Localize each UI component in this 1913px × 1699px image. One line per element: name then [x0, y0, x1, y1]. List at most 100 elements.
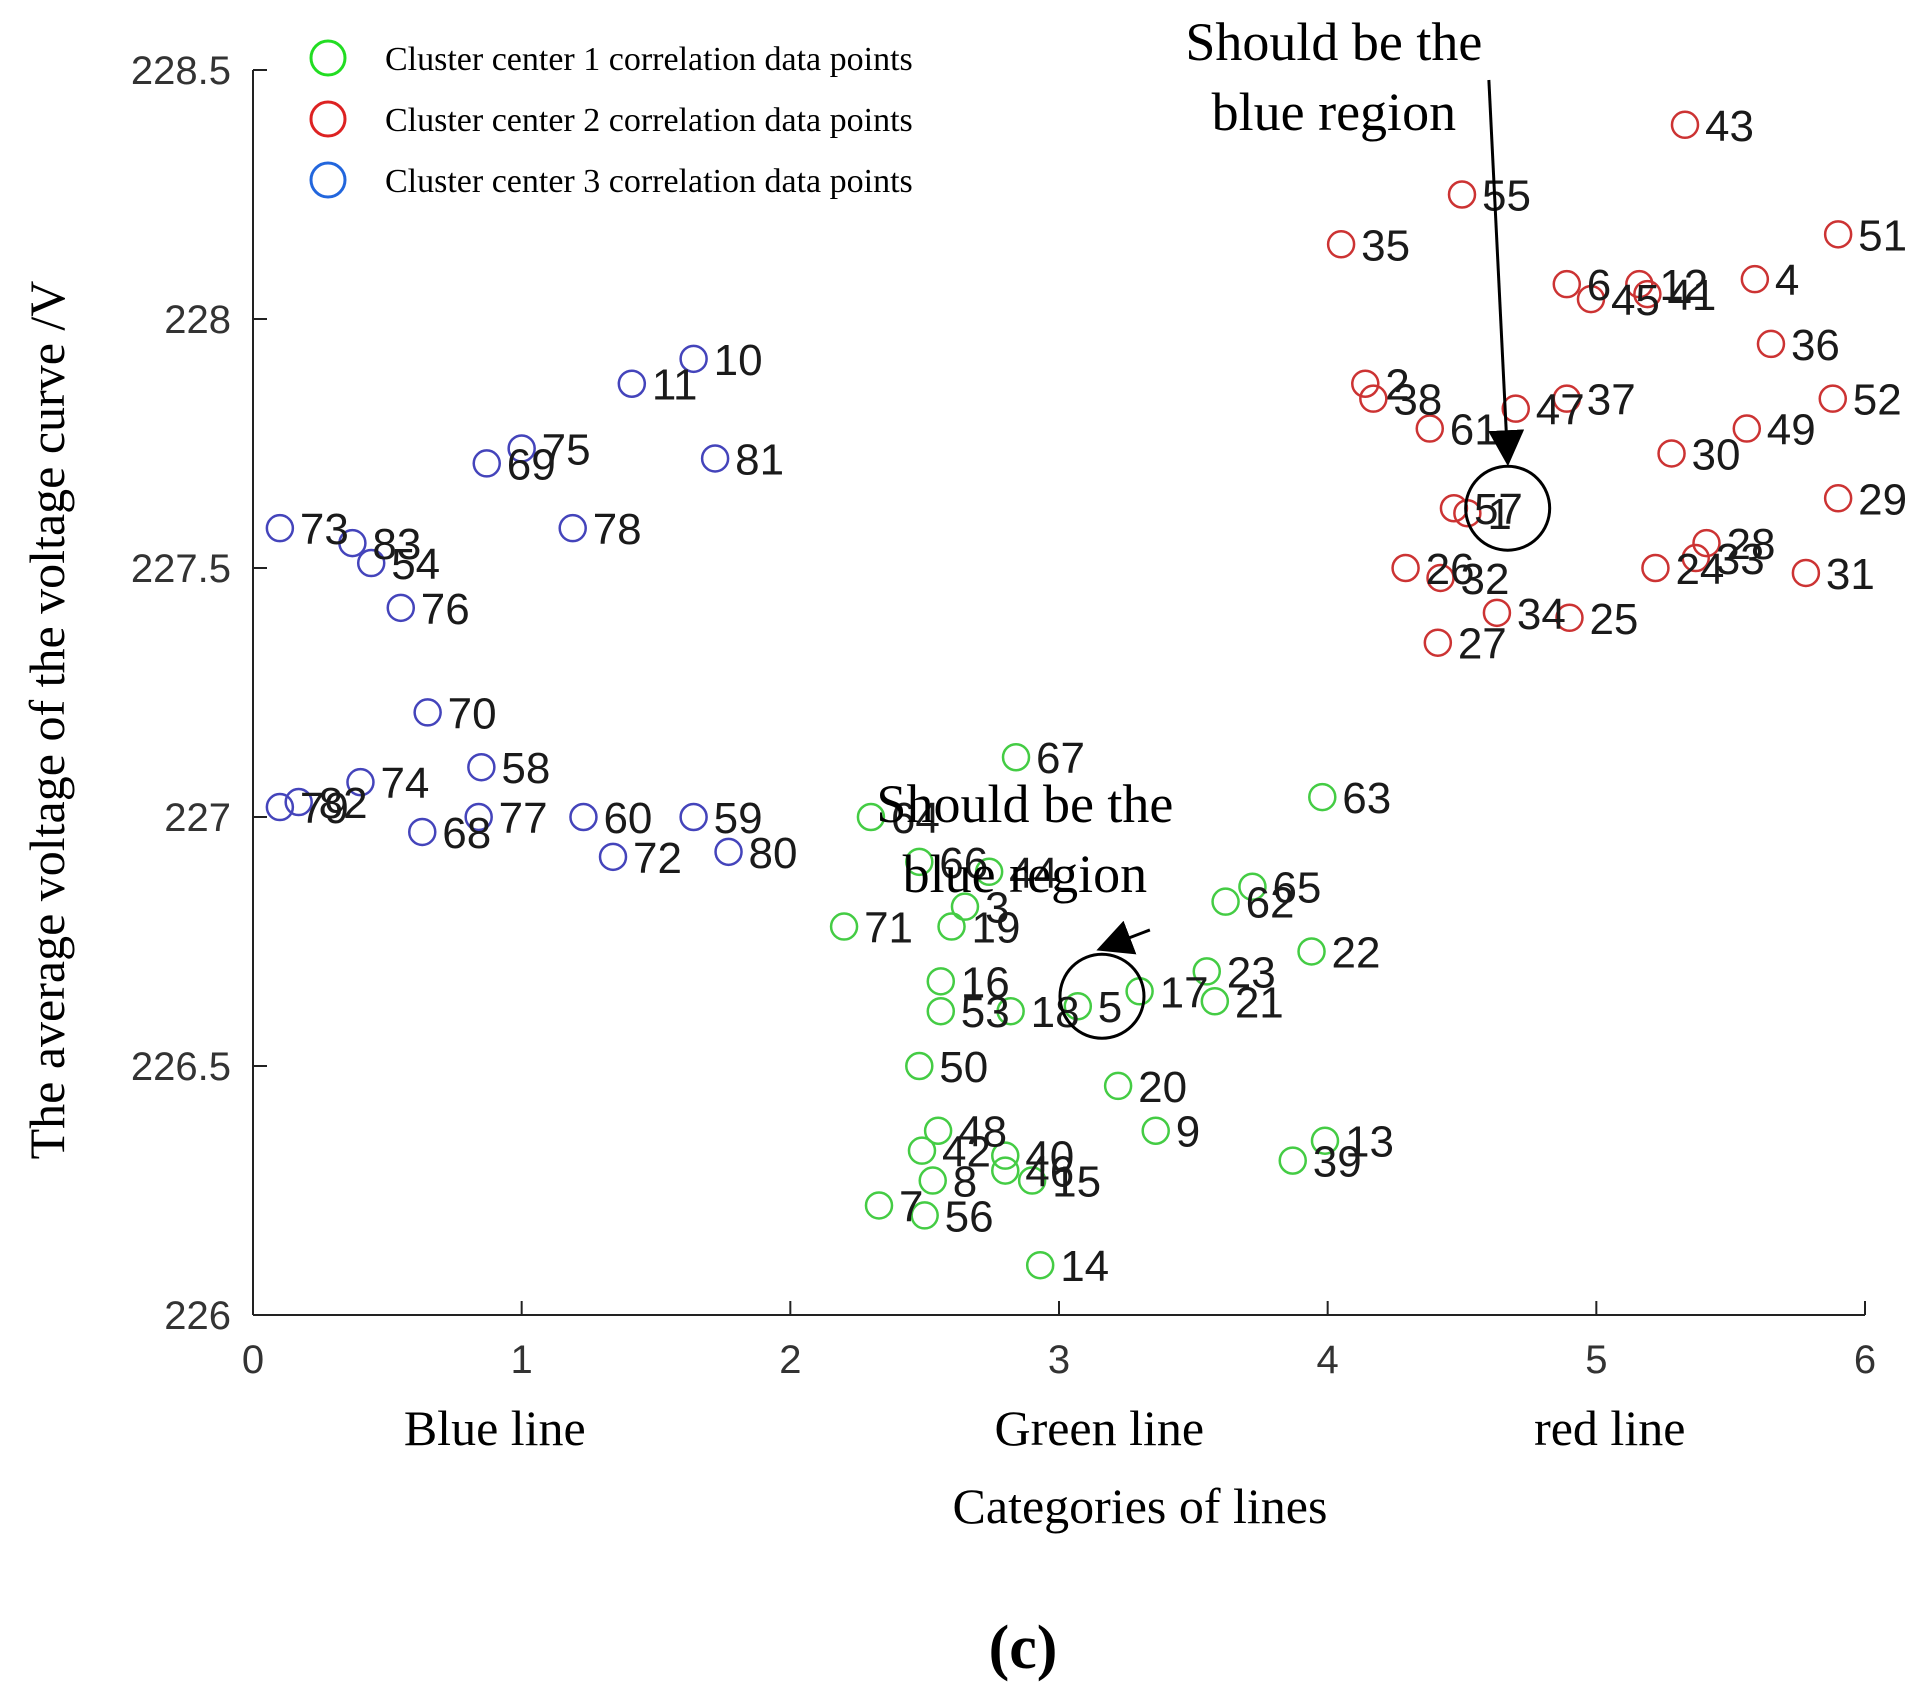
data-point-label: 37	[1587, 376, 1636, 425]
data-point	[991, 1156, 1020, 1185]
annotation-highlight-circle	[1464, 464, 1552, 552]
annotation-highlight-circle	[1058, 952, 1146, 1040]
data-point	[1576, 284, 1606, 314]
data-point-label: 15	[1052, 1158, 1101, 1207]
data-point	[829, 912, 859, 941]
y-tick-label: 227	[164, 796, 231, 840]
data-point	[1823, 484, 1853, 513]
data-point-label: 49	[1767, 406, 1816, 455]
data-point-label: 29	[1858, 475, 1907, 524]
data-point	[507, 434, 536, 463]
data-point	[1756, 329, 1786, 359]
data-point	[1415, 414, 1445, 443]
data-point-label: 5	[1098, 983, 1122, 1032]
data-point	[679, 802, 708, 832]
y-tick-label: 228	[164, 298, 231, 342]
data-point-label: 4	[1775, 256, 1799, 305]
data-point	[386, 593, 416, 623]
data-point	[1423, 628, 1453, 657]
data-point-label: 68	[442, 809, 491, 858]
data-point	[918, 1166, 947, 1195]
y-tick-label: 226	[164, 1294, 231, 1338]
data-point-label: 48	[958, 1108, 1007, 1157]
data-point-label: 62	[1246, 879, 1295, 928]
data-point-label: 43	[1705, 102, 1754, 151]
category-group-label: Blue line	[404, 1400, 586, 1456]
data-point-label: 40	[1025, 1133, 1074, 1182]
data-point	[464, 802, 493, 832]
data-point-label: 83	[372, 520, 421, 569]
data-point-label: 60	[603, 794, 652, 843]
data-point-label: 12	[1659, 261, 1708, 310]
data-point	[1063, 991, 1093, 1021]
y-axis-title: The average voltage of the voltage curve…	[19, 281, 75, 1160]
data-point	[1103, 1071, 1133, 1101]
data-point	[338, 528, 367, 558]
data-point-label: 17	[1160, 968, 1209, 1017]
data-point	[679, 344, 708, 374]
data-point-label: 11	[652, 361, 698, 410]
data-point-label: 28	[1726, 520, 1775, 569]
data-point	[974, 857, 1004, 887]
data-point	[1278, 1146, 1307, 1175]
data-point	[864, 1191, 894, 1220]
data-point-label: 1	[1487, 490, 1511, 539]
data-point	[1791, 558, 1821, 588]
data-point	[1555, 603, 1584, 633]
data-point-label: 38	[1393, 376, 1442, 425]
data-point-label: 19	[972, 904, 1021, 953]
data-point-label: 30	[1692, 430, 1741, 479]
data-point-label: 8	[953, 1158, 977, 1207]
data-point	[1359, 384, 1388, 413]
data-point	[910, 1201, 939, 1230]
data-point-label: 24	[1675, 545, 1724, 594]
data-point	[1310, 1126, 1340, 1155]
data-point	[472, 449, 501, 478]
data-point	[265, 513, 295, 543]
data-point	[467, 752, 496, 782]
data-point	[1447, 180, 1477, 209]
legend: Cluster center 1 correlation data points…	[309, 39, 913, 200]
data-point	[413, 698, 442, 727]
annotations: Should be the blue region Should be the blu…	[876, 12, 1552, 1040]
annotation-text: Should be the	[876, 774, 1173, 834]
data-point-label: 9	[1176, 1108, 1200, 1157]
legend-label: Cluster center 1 correlation data points	[385, 41, 913, 78]
data-point-label: 18	[1031, 988, 1080, 1037]
data-point	[1740, 264, 1770, 294]
annotation-arrow	[1096, 920, 1151, 955]
data-point-label: 52	[1853, 376, 1902, 425]
data-point-label: 75	[542, 425, 591, 474]
data-point-label: 14	[1060, 1242, 1109, 1291]
x-tick-label: 1	[511, 1338, 533, 1382]
data-point	[1001, 742, 1031, 772]
data-point-label: 47	[1536, 386, 1585, 435]
data-point-label: 25	[1589, 595, 1638, 644]
data-point	[356, 548, 386, 578]
data-point-label: 55	[1482, 172, 1531, 221]
data-point-label: 10	[714, 336, 763, 385]
x-tick-label: 2	[779, 1338, 801, 1382]
data-point-label: 81	[735, 435, 784, 484]
data-point-label: 45	[1611, 276, 1660, 325]
data-point	[1391, 553, 1420, 583]
data-point	[905, 847, 934, 877]
data-point	[1211, 887, 1240, 916]
data-point-label: 23	[1227, 948, 1276, 997]
legend-label: Cluster center 3 correlation data points	[385, 163, 913, 200]
y-tick-label: 227.5	[131, 547, 231, 591]
data-point-label: 77	[499, 794, 548, 843]
data-point	[1308, 782, 1337, 812]
data-point	[937, 912, 966, 941]
data-point	[1025, 1250, 1055, 1280]
data-point-label: 7	[899, 1182, 923, 1231]
data-point-label: 21	[1235, 978, 1284, 1027]
data-point-label: 16	[961, 958, 1010, 1007]
y-tick-label: 226.5	[131, 1045, 231, 1089]
data-point-label: 56	[945, 1192, 994, 1241]
legend-marker	[309, 161, 347, 199]
data-point-label: 22	[1332, 928, 1381, 977]
data-point-label: 59	[714, 794, 763, 843]
data-point	[926, 967, 956, 996]
